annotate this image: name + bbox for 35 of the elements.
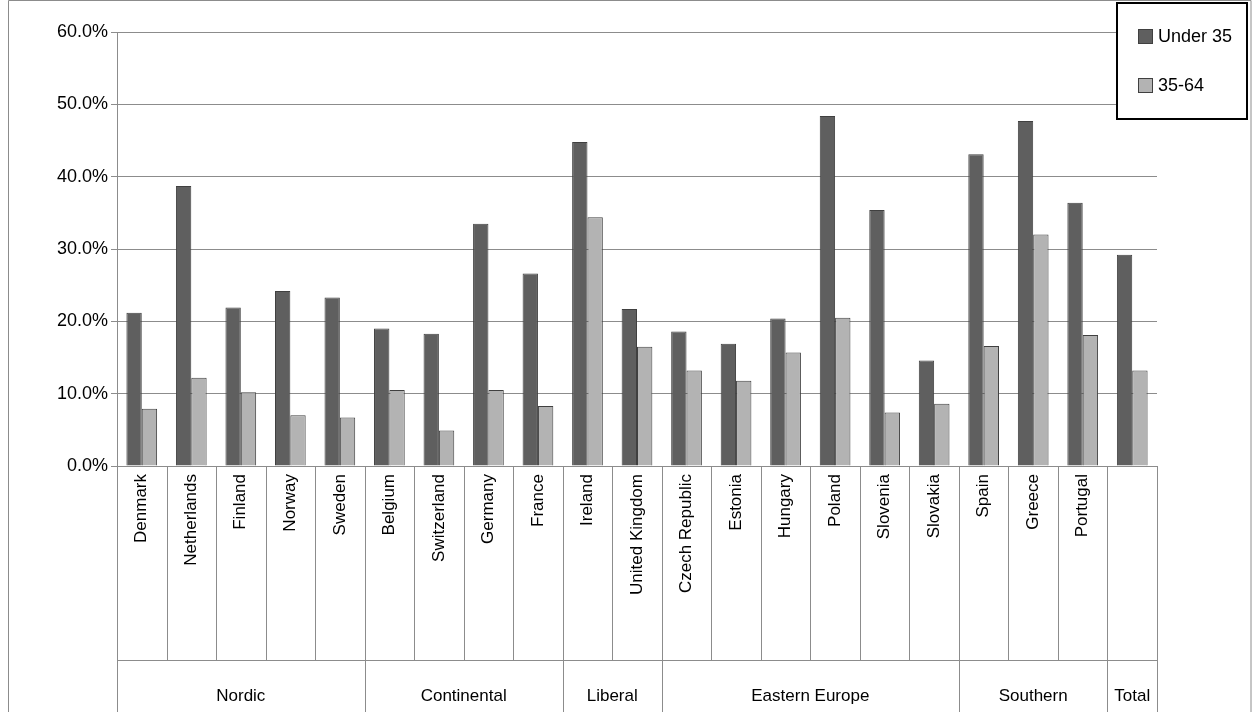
x-tick-label: Portugal: [1072, 474, 1092, 538]
x-tick-label: Switzerland: [428, 474, 448, 562]
x-tick-label: Belgium: [379, 474, 399, 536]
x-tick-label: Estonia: [725, 473, 745, 531]
x-tick-label: Poland: [824, 474, 844, 527]
x-tick-label: France: [527, 474, 547, 527]
y-tick-label: 0.0%: [66, 454, 108, 475]
x-tick-label: Slovakia: [923, 473, 943, 539]
y-tick-label: 20.0%: [56, 310, 108, 331]
legend-label: 35-64: [1157, 75, 1204, 96]
x-tick-label: Spain: [973, 474, 993, 518]
x-tick-label: United Kingdom: [626, 474, 646, 595]
x-tick-label: Slovenia: [874, 473, 894, 540]
y-tick-label: 50.0%: [56, 93, 108, 114]
y-tick-label: 40.0%: [56, 165, 108, 186]
x-tick-label: Denmark: [131, 473, 151, 543]
legend-label: Under 35: [1157, 26, 1232, 47]
y-tick-label: 60.0%: [56, 20, 108, 41]
x-tick-label: Hungary: [775, 473, 795, 539]
text: Liberal: [586, 685, 638, 705]
text: Continental: [420, 685, 507, 705]
x-tick-label: Sweden: [329, 474, 349, 536]
x-tick-label: Norway: [280, 473, 300, 532]
x-tick-label: Czech Republic: [676, 473, 696, 594]
x-tick-label: Netherlands: [180, 474, 200, 566]
x-tick-label: Germany: [478, 473, 498, 544]
y-tick-label: 30.0%: [56, 237, 108, 258]
y-tick-label: 10.0%: [56, 382, 108, 403]
x-tick-label: Ireland: [577, 474, 597, 526]
text: Nordic: [216, 685, 266, 705]
x-tick-label: Greece: [1022, 474, 1042, 530]
text: Total: [1114, 685, 1151, 705]
text: Eastern Europe: [751, 685, 870, 705]
text: Southern: [998, 685, 1068, 705]
x-tick-label: Finland: [230, 474, 250, 530]
